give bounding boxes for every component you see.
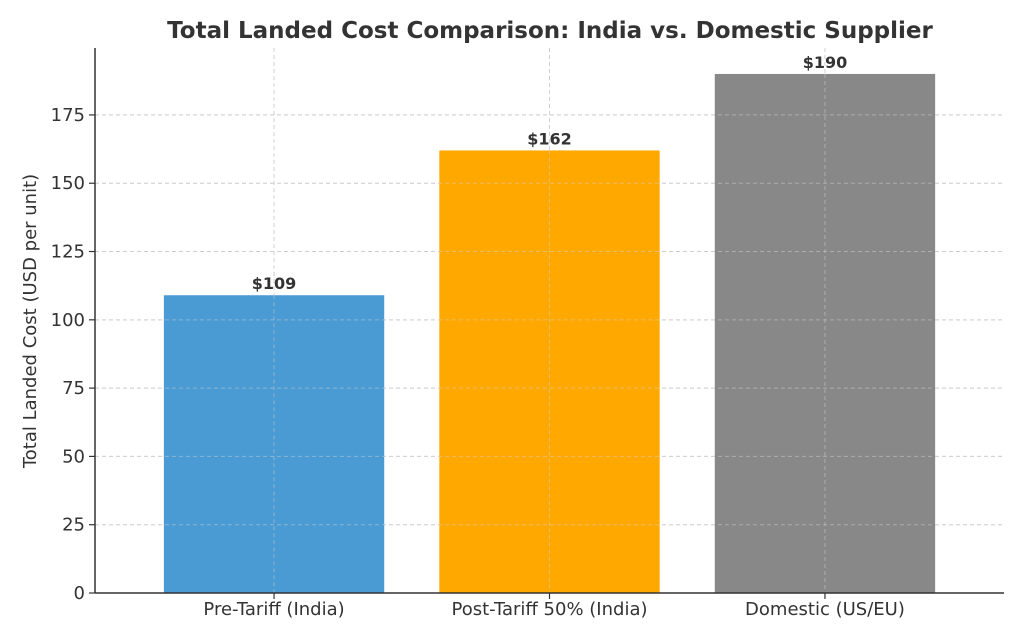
y-tick-label: 125 (51, 242, 85, 263)
x-tick-label: Pre-Tariff (India) (203, 599, 344, 620)
x-tick-label: Domestic (US/EU) (745, 599, 905, 620)
y-tick-label: 175 (51, 105, 85, 126)
y-tick-label: 150 (51, 173, 85, 194)
data-labels: $109 $162 $190 (252, 53, 847, 293)
y-tick-label: 0 (74, 583, 85, 604)
x-ticks: Pre-Tariff (India) Post-Tariff 50% (India… (203, 593, 905, 620)
y-tick-label: 25 (62, 515, 85, 536)
x-tick-label: Post-Tariff 50% (India) (451, 599, 647, 620)
grid-lines-overlay (95, 73, 1004, 593)
data-label: $162 (527, 129, 572, 148)
chart-title: Total Landed Cost Comparison: India vs. … (167, 18, 933, 44)
y-tick-label: 100 (51, 310, 85, 331)
y-axis-label: Total Landed Cost (USD per unit) (20, 174, 41, 469)
data-label: $109 (252, 274, 297, 293)
y-tick-label: 75 (62, 378, 85, 399)
y-tick-label: 50 (62, 446, 85, 467)
y-ticks: 0 25 50 75 100 125 150 175 (51, 105, 95, 604)
data-label: $190 (803, 53, 848, 72)
